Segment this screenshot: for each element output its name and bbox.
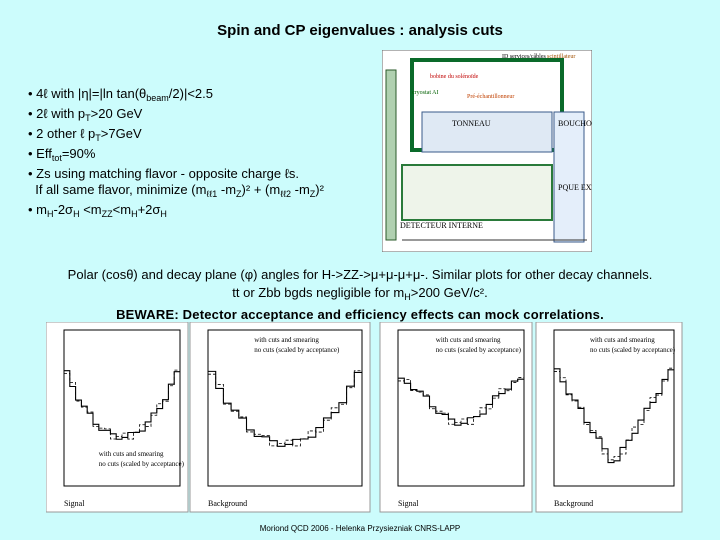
panel-bg [189,322,371,513]
plot-frame [397,329,525,487]
histogram-outline [208,370,362,447]
plot-panel: with cuts and smearing no cuts (scaled by… [189,322,371,513]
text-run: ℓℓ2 [280,189,292,199]
text-run: -m [217,182,237,197]
histogram-outline [64,370,180,440]
text-run: • m [28,202,47,217]
legend-entry: no cuts (scaled by acceptance) [99,460,185,468]
legend-entry: no cuts (scaled by acceptance) [436,346,522,354]
text-line: • 2ℓ with pT>20 GeV [28,106,324,126]
text-run: H [73,209,80,219]
text-run: )² + (m [241,182,281,197]
text-line: If all same flavor, minimize (mℓℓ1 -mZ)²… [28,182,324,202]
histogram-outline [208,370,362,447]
text-run: • 2ℓ with p [28,106,86,121]
detector-label: Pré-échantillonneur [467,94,514,100]
text-run: • Eff [28,146,52,161]
text-run: T [95,133,101,143]
text-run: H [131,209,138,219]
detector-label: PQUE EXTERNE [558,183,592,192]
plot-frame [63,329,181,487]
plot-panel: with cuts and smearing no cuts (scaled by… [46,322,189,513]
text-line: tt or Zbb bgds negligible for mH>200 GeV… [0,284,720,306]
legend-entry: with cuts and smearing [99,450,164,458]
plot-panels: with cuts and smearing no cuts (scaled by… [46,322,683,513]
slide-title: Spin and CP eigenvalues : analysis cuts [217,22,503,39]
text-run: =90% [61,146,96,161]
text-run: ℓℓ1 [206,189,218,199]
side-support [385,69,397,241]
text-run: • Zs using matching flavor - opposite ch… [28,166,300,181]
text-run: If all same flavor, minimize (m [28,182,207,197]
text-run: <m [79,202,102,217]
text-run: /2)|<2.5 [168,86,213,101]
histogram-outline [64,369,180,440]
panel-bg [535,322,683,513]
text-run: Z [309,189,316,199]
text-run: ZZ [101,209,113,219]
legend-entry: with cuts and smearing [590,336,655,344]
detector-label: ID services/câbles [502,54,546,60]
detector-label: cryostat AI [412,90,439,96]
legend-entry: no cuts (scaled by acceptance) [590,346,676,354]
text-line: BEWARE: Detector acceptance and efficien… [0,306,720,324]
histogram-outline [554,367,674,461]
text-line: • mH-2σH <mZZ<mH+2σH [28,202,324,222]
text-run: >20 GeV [90,106,143,121]
text-run: +2σ [137,202,161,217]
text-line: • Efftot=90% [28,146,324,166]
plot-frame [553,329,675,487]
legend-entry: with cuts and smearing [254,336,319,344]
text-run: -2σ [53,202,74,217]
legend-entry: no cuts (scaled by acceptance) [254,346,340,354]
text-line: Polar (cosθ) and decay plane (φ) angles … [0,266,720,284]
histogram-outline [398,377,524,426]
panel-bg [46,322,189,513]
panel-label: Background [208,499,247,508]
histogram-outline [398,377,524,425]
text-run: Polar (cosθ) and decay plane (φ) angles … [67,267,653,282]
text-run: beam [146,93,169,103]
detector-label: scintillateur [547,54,575,60]
caption: Polar (cosθ) and decay plane (φ) angles … [0,266,720,324]
barrel [421,111,553,153]
text-run: <m [112,202,132,217]
text-run: H [160,209,167,219]
detector-label: TONNEAU [452,119,491,128]
text-line: • 4ℓ with |η|=|ln tan(θbeam/2)|<2.5 [28,86,324,106]
histogram-outline [554,368,674,464]
panel-label: Signal [398,499,419,508]
detector-diagram: ID services/câbles scintillateur bobine du… [382,50,592,252]
detector-label: BOUCHON [558,119,592,128]
text-run: -m [291,182,310,197]
text-run: Z [236,189,242,199]
inner-detector [401,164,553,221]
panel-label: Signal [64,499,85,508]
footer: Moriond QCD 2006 - Helenka Przysiezniak … [259,524,461,533]
text-run: T [85,113,91,123]
text-run: )² [315,182,324,197]
endcap [553,111,585,243]
text-run: H [47,209,54,219]
plot-panel: with cuts and smearing no cuts (scaled by… [535,322,683,513]
text-run: • 2 other ℓ p [28,126,96,141]
text-line: • 2 other ℓ pT>7GeV [28,126,324,146]
text-run: BEWARE: Detector acceptance and efficien… [116,307,604,322]
panel-bg [379,322,533,513]
text-run: • 4ℓ with |η|=|ln tan(θ [28,86,147,101]
text-run: >200 GeV/c². [410,285,488,300]
text-line: • Zs using matching flavor - opposite ch… [28,166,324,182]
plot-frame [207,329,363,487]
bullet-list: • 4ℓ with |η|=|ln tan(θbeam/2)|<2.5 • 2ℓ … [28,86,324,222]
text-run: tot [51,153,62,163]
detector-label: bobine du solénoïde [430,74,479,80]
text-run: >7GeV [100,126,142,141]
detector-label: DETECTEUR INTERNE [400,221,483,230]
plot-panel: with cuts and smearing no cuts (scaled by… [379,322,533,513]
panel-label: Background [554,499,593,508]
text-run: H [404,292,411,302]
text-run: tt or Zbb bgds negligible for m [232,285,405,300]
legend-entry: with cuts and smearing [436,336,501,344]
